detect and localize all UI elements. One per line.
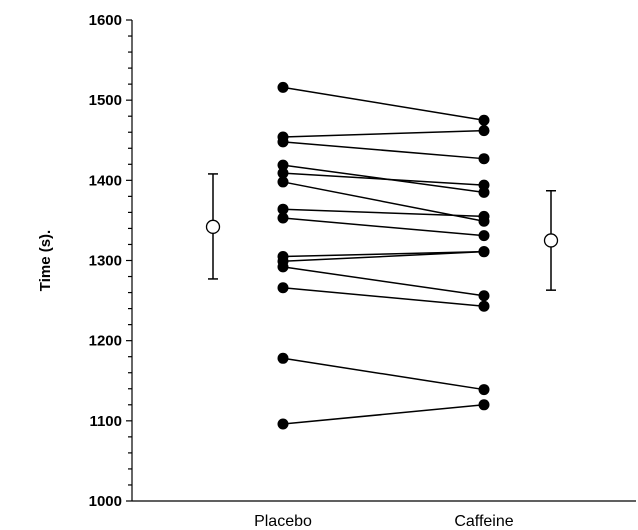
- y-tick-label: 1500: [89, 92, 122, 109]
- y-tick-label: 1100: [89, 413, 122, 430]
- caffeine-point: [478, 300, 490, 312]
- mean-markers: [205, 173, 559, 291]
- caffeine-point: [478, 210, 490, 222]
- subject-pair-line: [282, 129, 485, 138]
- caffeine-point: [478, 384, 490, 396]
- subject-pair-line: [282, 208, 485, 218]
- placebo-point: [277, 136, 289, 148]
- subject-pair-line: [282, 287, 485, 307]
- y-tick-label: 1200: [89, 333, 122, 350]
- caffeine-point: [478, 399, 490, 411]
- y-tick-label: 1300: [89, 253, 122, 270]
- caffeine-point: [478, 114, 490, 126]
- y-axis-title: Time (s).: [37, 230, 54, 291]
- y-tick-label: 1600: [89, 12, 122, 29]
- placebo-point: [277, 352, 289, 364]
- subject-pair-line: [282, 217, 485, 237]
- placebo-point: [277, 418, 289, 430]
- subject-pair-line: [282, 266, 485, 297]
- caffeine-point: [478, 230, 490, 242]
- paired-series: [277, 81, 490, 430]
- placebo-point: [277, 159, 289, 171]
- placebo-point: [277, 176, 289, 188]
- category-labels: Placebo Caffeine: [254, 513, 514, 530]
- y-tick-label: 1000: [89, 493, 122, 510]
- subject-pair-line: [282, 141, 485, 160]
- x-category-label: Placebo: [254, 513, 312, 530]
- placebo-point: [277, 203, 289, 215]
- caffeine-point: [478, 125, 490, 137]
- subject-pair-line: [282, 250, 485, 263]
- x-category-label: Caffeine: [454, 513, 513, 530]
- caffeine-point: [478, 246, 490, 258]
- mean-marker: [205, 219, 221, 234]
- caffeine-point: [478, 153, 490, 165]
- caffeine-point: [478, 290, 490, 302]
- y-tick-label: 1400: [89, 172, 122, 189]
- placebo-point: [277, 81, 289, 93]
- subject-pair-line: [282, 172, 485, 186]
- caffeine-point: [478, 179, 490, 191]
- axes: 1000 1100 1200 1300 1400 1500 1600: [89, 12, 636, 510]
- mean-marker: [543, 233, 559, 248]
- placebo-point: [277, 282, 289, 294]
- y-ticks: 1000 1100 1200 1300 1400 1500 1600: [89, 12, 132, 510]
- placebo-point: [277, 261, 289, 273]
- subject-pair-line: [282, 357, 485, 391]
- placebo-point: [277, 167, 289, 179]
- subject-pair-line: [282, 250, 485, 258]
- subject-pair-line: [282, 86, 485, 121]
- subject-pair-line: [282, 404, 485, 425]
- placebo-point: [277, 212, 289, 224]
